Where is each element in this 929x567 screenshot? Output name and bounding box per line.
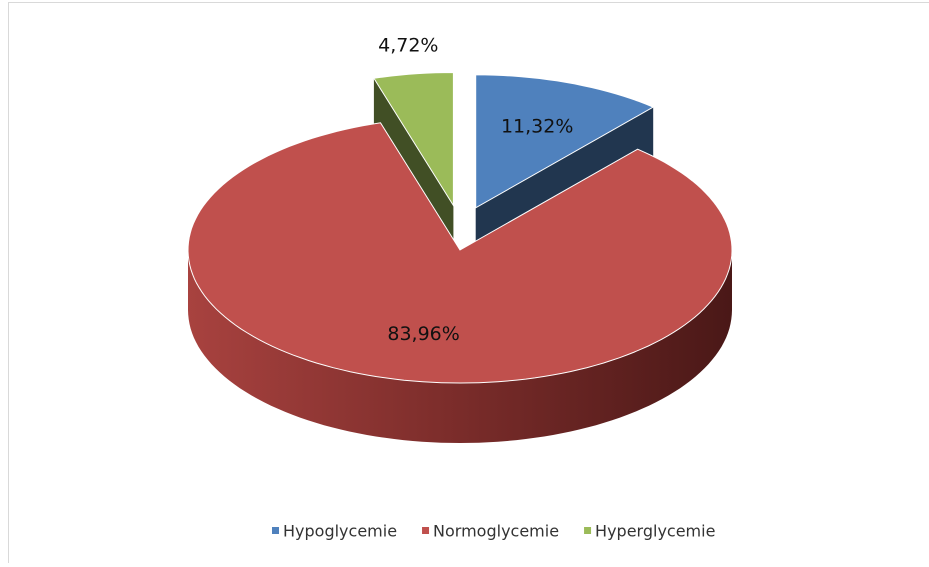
legend-swatch [584,527,591,534]
legend-swatch [422,527,429,534]
pie: 11,32% 83,96% 4,72% [188,35,732,443]
legend-swatch [272,527,279,534]
data-label: 11,32% [501,115,573,137]
slice [188,123,732,443]
legend-label: Hyperglycemie [595,522,715,541]
legend-label: Hypoglycemie [283,522,397,541]
data-label: 4,72% [378,35,438,57]
legend-label: Normoglycemie [433,522,559,541]
slice-top [188,123,732,383]
legend: Hypoglycemie Normoglycemie Hyperglycemie [272,522,715,541]
data-label: 83,96% [387,323,459,345]
